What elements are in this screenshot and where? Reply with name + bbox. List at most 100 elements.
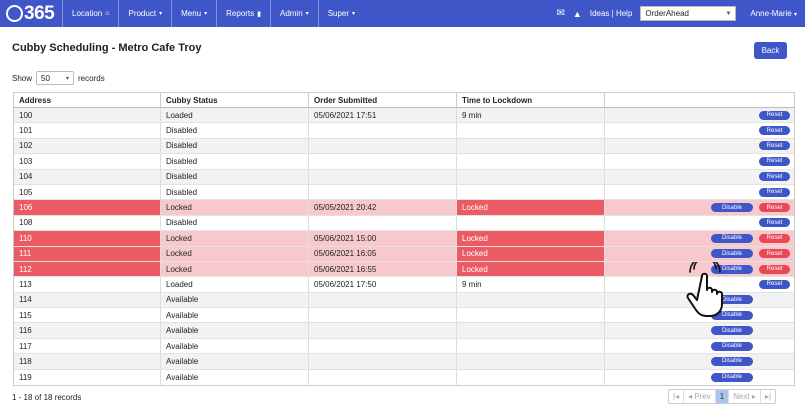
actions-cell: Reset (605, 277, 794, 291)
reset-button[interactable]: Reset (759, 249, 790, 259)
disable-button[interactable]: Disable (711, 372, 753, 382)
bell-icon[interactable]: ▲ (572, 8, 582, 19)
address-cell: 110 (14, 231, 161, 246)
status-cell: Locked (161, 231, 309, 246)
pagination: |◂ ◂ Prev 1 Next ▸ ▸| (668, 389, 777, 404)
user-name: Anne-Marie (750, 9, 792, 18)
reset-button[interactable]: Reset (759, 156, 790, 166)
records-label: records (78, 73, 105, 83)
nav-item-product[interactable]: Product ▾ (118, 0, 171, 27)
first-page-button[interactable]: |◂ (669, 390, 685, 403)
time-to-lockdown-cell (457, 354, 605, 369)
table-row: 106 Locked 05/05/2021 20:42 Locked Disable Re… (14, 200, 794, 216)
page-title: Cubby Scheduling - Metro Cafe Troy (12, 42, 202, 54)
column-header-time-to-lockdown[interactable]: Time to Lockdown (457, 93, 605, 107)
nav-item-location[interactable]: Location ⌂ (62, 0, 118, 27)
status-cell: Locked (161, 200, 309, 215)
store-select[interactable]: OrderAhead ▼ (640, 6, 737, 21)
disable-button[interactable]: Disable (711, 233, 753, 243)
table-row: 118 Available Disable (14, 354, 794, 370)
reset-button[interactable]: Reset (759, 218, 790, 228)
page-size-value: 50 (41, 73, 50, 83)
address-cell: 115 (14, 308, 161, 323)
time-to-lockdown-cell: 9 min (457, 277, 605, 292)
prev-page-button[interactable]: ◂ Prev (684, 390, 716, 403)
page-size-select[interactable]: 50 ▾ (36, 71, 75, 85)
table-row: 111 Locked 05/06/2021 16:05 Locked Disable Re… (14, 246, 794, 262)
time-to-lockdown-cell (457, 369, 605, 386)
mail-icon[interactable]: ✉ (556, 8, 565, 19)
time-to-lockdown-cell: Locked (457, 231, 605, 246)
reset-button[interactable]: Reset (759, 141, 790, 151)
actions-cell: Disable Reset (605, 261, 794, 277)
time-to-lockdown-cell: Locked (457, 200, 605, 215)
order-submitted-cell (309, 154, 457, 169)
user-menu[interactable]: Anne-Marie ▾ (750, 9, 797, 18)
reset-button[interactable]: Reset (759, 279, 790, 289)
show-label: Show (12, 73, 33, 83)
reset-button[interactable]: Reset (759, 172, 790, 182)
home-icon: ⌂ (105, 10, 110, 17)
reset-button[interactable]: Reset (759, 187, 790, 197)
column-header-status[interactable]: Cubby Status (161, 93, 309, 107)
table-row: 119 Available Disable (14, 369, 794, 386)
page-1-button[interactable]: 1 (715, 390, 730, 403)
disable-button[interactable]: Disable (711, 249, 753, 259)
disable-button[interactable]: Disable (711, 326, 753, 336)
order-submitted-cell (309, 292, 457, 308)
nav-item-reports[interactable]: Reports ▮ (216, 0, 270, 27)
actions-cell: Reset (605, 170, 794, 184)
disable-button[interactable]: Disable (711, 264, 753, 274)
order-submitted-cell (309, 123, 457, 138)
logo-circle-icon (6, 5, 23, 22)
status-cell: Disabled (161, 123, 309, 138)
status-cell: Locked (161, 246, 309, 261)
time-to-lockdown-cell (457, 138, 605, 154)
actions-cell: Reset (605, 216, 794, 230)
order-submitted-cell (309, 169, 457, 184)
address-cell: 103 (14, 154, 161, 169)
reset-button[interactable]: Reset (759, 233, 790, 243)
time-to-lockdown-cell (457, 169, 605, 184)
address-cell: 100 (14, 108, 161, 123)
last-page-button[interactable]: ▸| (764, 392, 772, 401)
disable-button[interactable]: Disable (711, 295, 753, 305)
actions-cell: Disable Reset (605, 200, 794, 215)
reset-button[interactable]: Reset (759, 110, 790, 120)
address-cell: 116 (14, 323, 161, 338)
address-cell: 117 (14, 338, 161, 354)
chevron-down-icon: ▾ (793, 12, 797, 18)
order-submitted-cell (309, 308, 457, 323)
reset-button[interactable]: Reset (759, 203, 790, 213)
table-row: 104 Disabled Reset (14, 169, 794, 185)
chevron-down-icon: ▼ (725, 10, 732, 17)
next-page-button[interactable]: Next ▸ (729, 390, 761, 403)
table-row: 114 Available Disable (14, 292, 794, 309)
chevron-down-icon: ▾ (204, 11, 208, 17)
status-cell: Available (161, 338, 309, 354)
address-cell: 101 (14, 123, 161, 138)
disable-button[interactable]: Disable (711, 356, 753, 366)
table-row: 100 Loaded 05/06/2021 17:51 9 min Reset (14, 108, 794, 124)
cubby-table: Address Cubby Status Order Submitted Tim… (13, 92, 795, 387)
reset-button[interactable]: Reset (759, 264, 790, 274)
status-cell: Available (161, 292, 309, 308)
nav-item-admin[interactable]: Admin ▾ (269, 0, 318, 27)
actions-cell: Disable Reset (605, 246, 794, 261)
logo[interactable]: 365 (0, 0, 62, 27)
disable-button[interactable]: Disable (711, 310, 753, 320)
time-to-lockdown-cell (457, 123, 605, 138)
ideas-help-link[interactable]: Ideas | Help (589, 9, 633, 18)
reset-button[interactable]: Reset (759, 126, 790, 136)
disable-button[interactable]: Disable (711, 341, 753, 351)
column-header-address[interactable]: Address (14, 93, 161, 107)
status-cell: Disabled (161, 169, 309, 184)
disable-button[interactable]: Disable (711, 203, 753, 213)
address-cell: 108 (14, 215, 161, 231)
nav-item-menu[interactable]: Menu ▾ (171, 0, 216, 27)
chevron-down-icon: ▾ (66, 75, 70, 82)
table-row: 117 Available Disable (14, 338, 794, 355)
column-header-order-submitted[interactable]: Order Submitted (309, 93, 457, 107)
back-button[interactable]: Back (754, 42, 787, 59)
nav-item-super[interactable]: Super ▾ (317, 0, 364, 27)
